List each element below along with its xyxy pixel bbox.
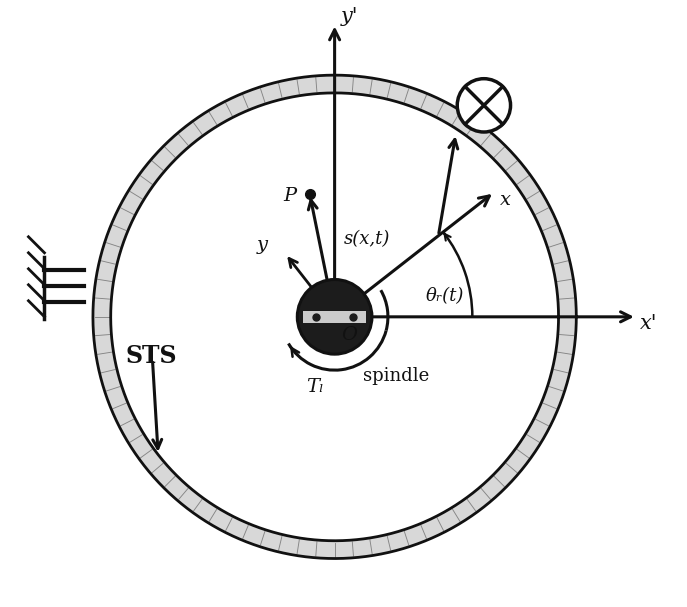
Polygon shape bbox=[93, 75, 576, 558]
Text: spindle: spindle bbox=[363, 367, 429, 385]
Text: x': x' bbox=[640, 314, 657, 333]
Text: y': y' bbox=[341, 7, 359, 26]
Text: y: y bbox=[257, 236, 268, 254]
Text: θᵣ(t): θᵣ(t) bbox=[425, 287, 464, 305]
Text: STS: STS bbox=[126, 344, 177, 368]
Text: Tₗ: Tₗ bbox=[306, 378, 324, 396]
Circle shape bbox=[458, 79, 510, 132]
Text: P: P bbox=[283, 188, 296, 205]
Text: x: x bbox=[499, 191, 510, 209]
Text: s(x,t): s(x,t) bbox=[344, 230, 390, 248]
Circle shape bbox=[297, 279, 372, 354]
Text: O: O bbox=[341, 326, 358, 344]
Polygon shape bbox=[303, 311, 366, 323]
Polygon shape bbox=[111, 93, 559, 541]
